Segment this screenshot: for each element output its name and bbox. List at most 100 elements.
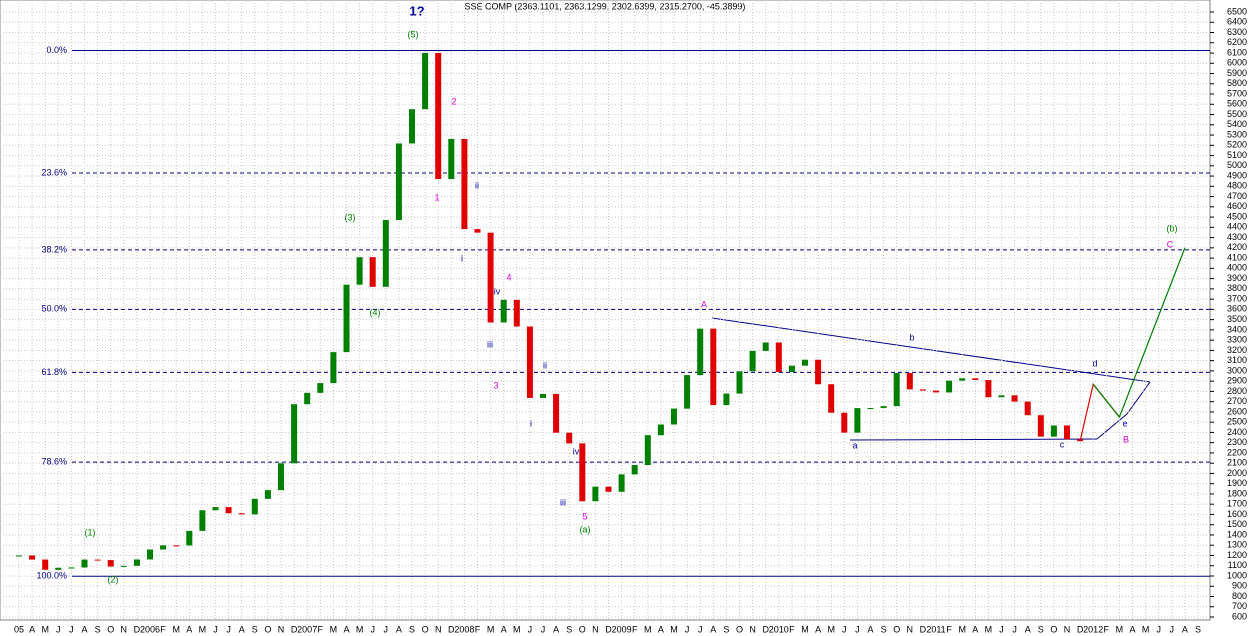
y-tick-label: 4700: [1227, 191, 1247, 201]
candle: [199, 510, 206, 531]
wave-label: (5): [408, 29, 419, 39]
x-tick-label: 2011: [926, 624, 945, 634]
y-tick-label: 1200: [1227, 550, 1247, 560]
fib-label: 23.6%: [41, 167, 67, 177]
wave-label: 3: [493, 380, 498, 390]
y-tick-label: 2200: [1227, 447, 1247, 457]
x-tick-label: J: [1012, 624, 1017, 634]
x-tick-label: F: [632, 624, 638, 634]
candle: [1050, 425, 1057, 437]
y-tick-label: 1700: [1227, 499, 1247, 509]
wave-label: iv: [494, 286, 501, 296]
candle: [264, 490, 271, 499]
candle: [382, 220, 389, 287]
y-tick-label: 4600: [1227, 201, 1247, 211]
x-tick-label: A: [867, 624, 873, 634]
projection-path: [1092, 247, 1186, 419]
y-tick-label: 6100: [1227, 47, 1247, 57]
candle: [946, 380, 953, 393]
wave-label: 1: [434, 192, 439, 202]
candle: [474, 229, 481, 233]
x-tick-label: O: [107, 624, 114, 634]
candle: [251, 498, 258, 515]
y-tick-label: 3000: [1227, 365, 1247, 375]
x-tick-label: J: [56, 624, 61, 634]
x-tick-label: O: [893, 624, 900, 634]
candle: [16, 555, 22, 557]
candle: [684, 375, 691, 409]
x-tick-label: N: [435, 624, 442, 634]
candle: [631, 465, 638, 475]
y-tick-label: 3100: [1227, 355, 1247, 365]
wave-label: (4): [370, 307, 381, 317]
candle: [225, 507, 232, 514]
candle: [356, 257, 363, 285]
candle: [55, 567, 62, 570]
wave-label: 5: [582, 511, 587, 521]
x-tick-label: J: [541, 624, 546, 634]
candle: [1011, 395, 1018, 402]
x-tick-label: A: [1025, 624, 1031, 634]
x-tick-label: A: [710, 624, 716, 634]
candle: [461, 138, 468, 230]
x-tick-label: D: [134, 624, 141, 634]
y-tick-label: 4300: [1227, 232, 1247, 242]
y-tick-label: 1600: [1227, 509, 1247, 519]
y-tick-label: 5300: [1227, 129, 1247, 139]
y-tick-label: 3300: [1227, 335, 1247, 345]
x-tick-label: M: [670, 624, 678, 634]
candle: [422, 53, 429, 110]
x-tick-label: M: [958, 624, 966, 634]
x-tick-label: 05: [14, 624, 24, 634]
x-tick-label: A: [501, 624, 507, 634]
candle: [81, 559, 88, 568]
x-tick-label: O: [579, 624, 586, 634]
y-tick-label: 5800: [1227, 78, 1247, 88]
wave-label: i: [461, 253, 463, 263]
x-tick-label: M: [985, 624, 993, 634]
y-tick-label: 800: [1232, 591, 1247, 601]
candle: [749, 350, 756, 372]
x-tick-label: A: [658, 624, 664, 634]
x-tick-label: M: [1116, 624, 1124, 634]
x-tick-label: S: [566, 624, 572, 634]
x-tick-label: 2009: [612, 624, 632, 634]
y-tick-label: 4200: [1227, 242, 1247, 252]
y-tick-label: 3200: [1227, 345, 1247, 355]
y-tick-label: 5200: [1227, 140, 1247, 150]
y-tick-label: 5900: [1227, 68, 1247, 78]
x-tick-label: M: [172, 624, 180, 634]
x-tick-label: O: [736, 624, 743, 634]
candle: [29, 555, 36, 560]
y-tick-label: 5100: [1227, 150, 1247, 160]
x-tick-label: A: [186, 624, 192, 634]
candle: [579, 443, 586, 502]
y-tick-label: 3600: [1227, 304, 1247, 314]
x-tick-label: S: [1195, 624, 1201, 634]
x-tick-label: S: [252, 624, 258, 634]
candle: [330, 352, 337, 384]
candle: [513, 299, 520, 327]
y-tick-label: 1400: [1227, 529, 1247, 539]
x-tick-label: M: [330, 624, 338, 634]
wave-label: ii: [543, 360, 547, 370]
x-tick-label: J: [226, 624, 231, 634]
candle: [395, 143, 402, 221]
x-tick-label: F: [160, 624, 166, 634]
candle: [238, 513, 245, 515]
candle: [906, 373, 913, 390]
candle: [553, 393, 560, 433]
x-tick-label: A: [972, 624, 978, 634]
x-tick-label: O: [422, 624, 429, 634]
y-tick-label: 5500: [1227, 109, 1247, 119]
x-tick-label: M: [199, 624, 207, 634]
candle: [998, 395, 1005, 398]
x-tick-label: A: [29, 624, 35, 634]
x-tick-label: F: [946, 624, 952, 634]
x-tick-label: J: [69, 624, 74, 634]
x-tick-label: S: [1038, 624, 1044, 634]
candle: [985, 380, 992, 398]
y-tick-label: 3700: [1227, 293, 1247, 303]
y-tick-label: 2600: [1227, 406, 1247, 416]
